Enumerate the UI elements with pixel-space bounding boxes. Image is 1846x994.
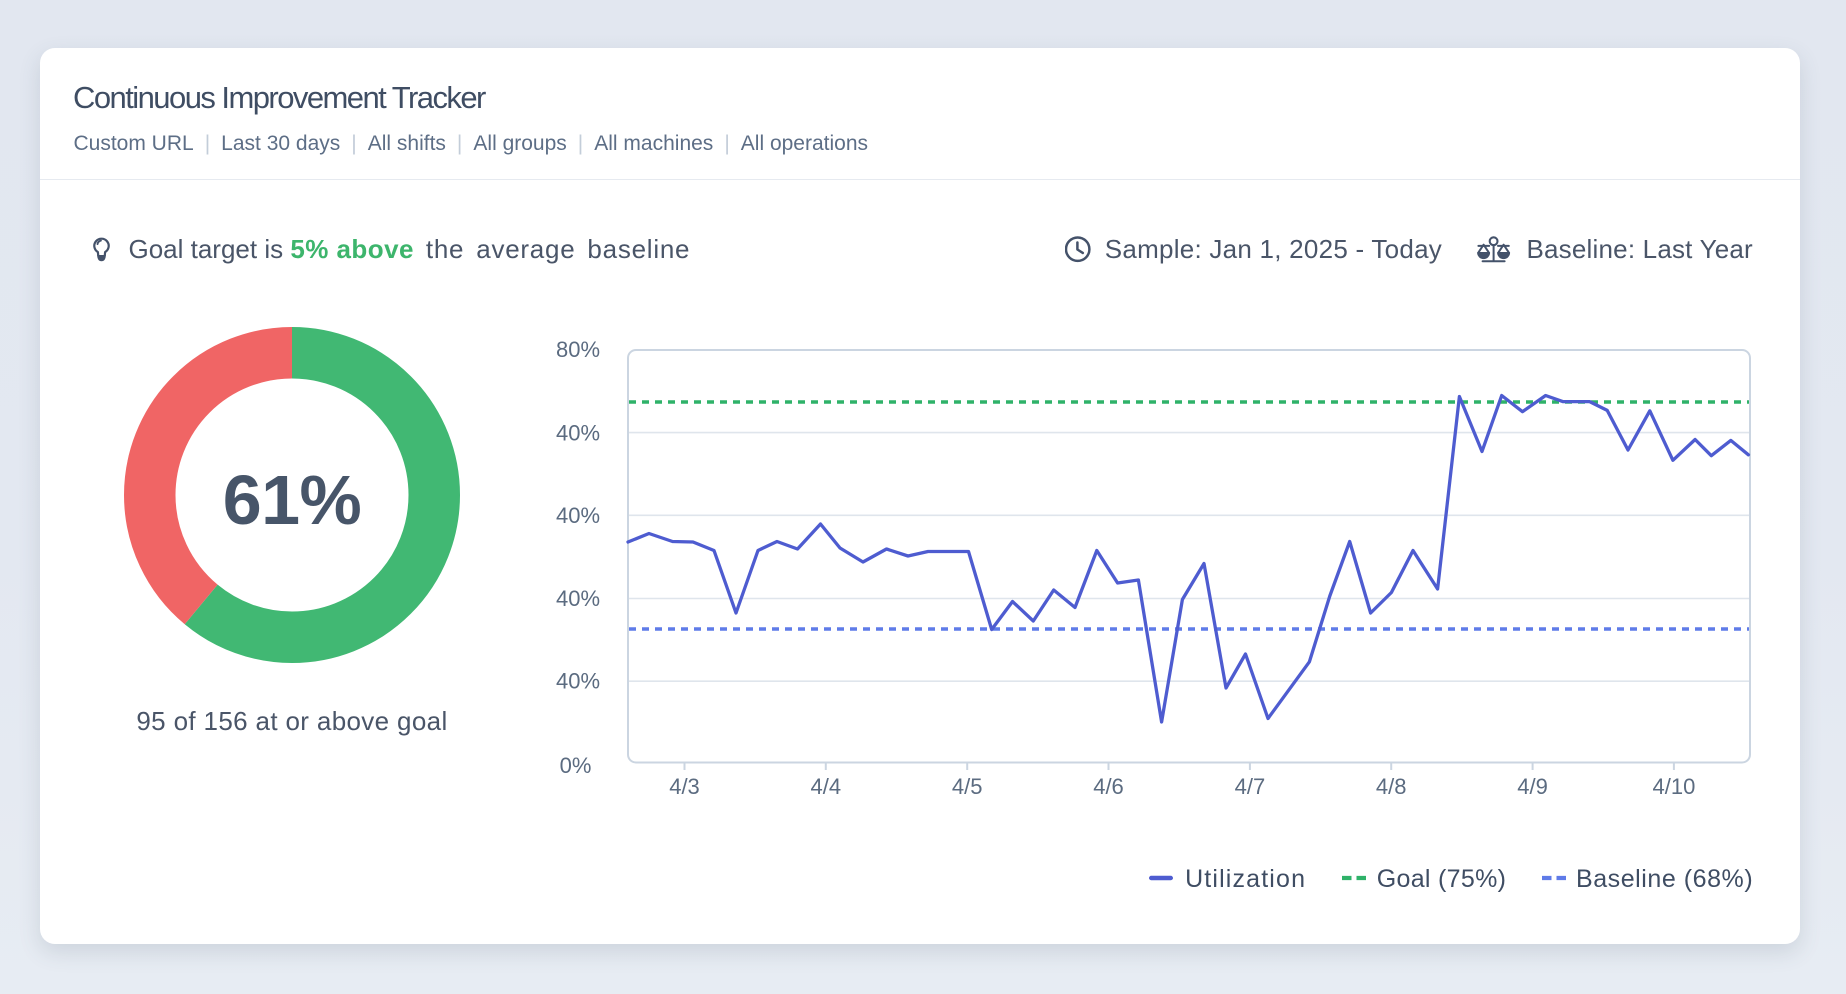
svg-text:4/4: 4/4 [811,774,842,799]
svg-text:40%: 40% [556,586,600,611]
svg-text:4/7: 4/7 [1235,774,1266,799]
svg-text:40%: 40% [556,503,600,528]
svg-text:40%: 40% [556,669,600,694]
svg-text:4/6: 4/6 [1093,774,1124,799]
svg-text:4/3: 4/3 [669,774,700,799]
svg-text:4/8: 4/8 [1376,774,1407,799]
svg-text:80%: 80% [556,337,600,362]
svg-text:40%: 40% [556,420,600,445]
svg-text:4/5: 4/5 [952,774,983,799]
svg-text:4/10: 4/10 [1652,774,1695,799]
svg-text:4/9: 4/9 [1517,774,1548,799]
svg-text:0%: 0% [560,753,592,778]
